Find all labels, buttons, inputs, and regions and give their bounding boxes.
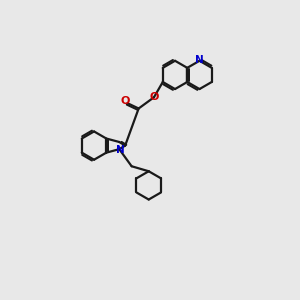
Text: O: O (149, 92, 159, 102)
Text: N: N (195, 55, 204, 64)
Text: N: N (116, 146, 125, 155)
Text: O: O (120, 96, 130, 106)
